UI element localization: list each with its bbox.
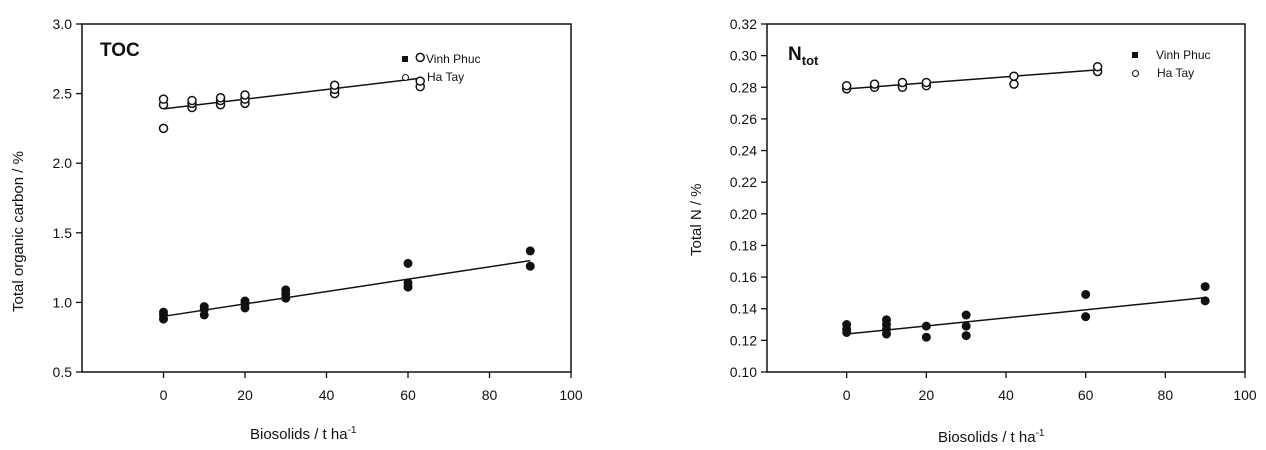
trendline-ha-tay [846, 69, 1098, 90]
y-tick-label: 0.16 [730, 269, 757, 285]
data-point-vinh-phuc [882, 315, 891, 325]
legend-item-ha-tay: Ha Tay [402, 68, 481, 86]
x-tick-label: 80 [1158, 387, 1174, 403]
data-point-vinh-phuc [921, 332, 931, 342]
x-tick-label: 60 [400, 387, 416, 403]
legend-label: Ha Tay [427, 70, 465, 84]
filled-circle-marker-icon [402, 56, 408, 62]
y-tick-label: 0.26 [730, 111, 757, 127]
open-circle-marker-icon [1132, 69, 1139, 77]
data-point-ha-tay [329, 80, 340, 90]
y-tick-label: 0.30 [730, 48, 757, 64]
y-tick-label: 0.32 [730, 16, 757, 32]
legend-item-vinh-phuc: Vinh Phuc [402, 50, 481, 68]
x-tick-label: 60 [1078, 387, 1094, 403]
total-n-y-axis-label: Total N / % [688, 183, 705, 256]
y-tick-label: 2.0 [53, 155, 73, 171]
data-point-ha-tay [1009, 71, 1019, 81]
toc-legend: Vinh Phuc Ha Tay [402, 50, 481, 86]
x-tick-label: 20 [237, 387, 253, 403]
data-point-ha-tay [1092, 61, 1103, 72]
data-point-ha-tay [158, 123, 169, 134]
data-point-vinh-phuc [921, 321, 931, 331]
data-point-ha-tay [897, 77, 908, 88]
data-point-ha-tay [415, 52, 425, 63]
x-tick-label: 0 [843, 387, 851, 403]
x-tick-label: 40 [319, 387, 335, 403]
data-point-ha-tay [1009, 79, 1019, 89]
y-tick-label: 3.0 [53, 16, 73, 32]
data-point-vinh-phuc [1081, 289, 1091, 299]
total-n-chart-panel: 0.10 0.12 0.14 0.16 0.18 0.20 0.22 0.24 0.26 0.28… [640, 0, 1266, 450]
legend-label: Ha Tay [1157, 66, 1195, 80]
data-point-vinh-phuc [281, 285, 291, 295]
trendline-vinh-phuc [163, 259, 531, 318]
data-point-ha-tay [921, 77, 932, 88]
data-point-vinh-phuc [1200, 296, 1210, 306]
trendline-ha-tay [163, 77, 421, 110]
y-tick-label: 0.12 [730, 332, 757, 348]
data-point-ha-tay [415, 76, 425, 86]
y-tick-label: 0.18 [730, 237, 757, 253]
y-tick-label: 1.0 [53, 294, 73, 310]
data-point-vinh-phuc [403, 278, 413, 288]
y-tick-label: 0.14 [730, 301, 757, 317]
legend-item-vinh-phuc: Vinh Phuc [1132, 46, 1211, 64]
toc-chart: 0.5 1.0 1.5 2.0 2.5 3.0 0 20 40 60 80 100 [53, 16, 583, 403]
y-tick-label: 0.20 [730, 206, 757, 222]
data-point-vinh-phuc [842, 320, 852, 330]
total-n-chart: 0.10 0.12 0.14 0.16 0.18 0.20 0.22 0.24 0.26 0.28… [730, 16, 1257, 403]
data-point-ha-tay [240, 90, 250, 100]
data-point-vinh-phuc [961, 331, 971, 341]
y-tick-label: 2.5 [53, 86, 73, 102]
data-point-vinh-phuc [961, 321, 971, 331]
open-circle-marker-icon [402, 73, 409, 81]
data-point-vinh-phuc [403, 258, 413, 268]
toc-y-axis-label: Total organic carbon / % [10, 151, 27, 312]
x-tick-label: 40 [998, 387, 1014, 403]
y-tick-label: 0.28 [730, 79, 757, 95]
y-tick-label: 0.24 [730, 143, 757, 159]
x-tick-label: 80 [482, 387, 498, 403]
legend-label: Vinh Phuc [426, 52, 481, 66]
data-point-vinh-phuc [525, 261, 535, 271]
data-point-ha-tay [215, 93, 226, 103]
data-point-vinh-phuc [1081, 312, 1091, 322]
data-point-ha-tay [869, 79, 880, 89]
plot-frame [81, 23, 572, 373]
total-n-legend: Vinh Phuc Ha Tay [1132, 46, 1211, 82]
data-point-vinh-phuc [525, 246, 535, 256]
y-tick-label: 0.5 [53, 364, 73, 380]
toc-chart-title: TOC [100, 40, 140, 61]
data-point-ha-tay [158, 94, 169, 104]
x-tick-label: 100 [1233, 387, 1257, 403]
total-n-chart-title: Ntot [788, 44, 819, 68]
data-point-vinh-phuc [961, 310, 971, 320]
data-point-vinh-phuc [240, 296, 250, 306]
data-point-vinh-phuc [199, 302, 209, 312]
total-n-x-axis-label: Biosolids / t ha-1 [938, 428, 1045, 446]
legend-label: Vinh Phuc [1156, 48, 1211, 62]
toc-x-axis-label: Biosolids / t ha-1 [250, 425, 357, 443]
filled-circle-marker-icon [1132, 52, 1138, 58]
x-tick-label: 100 [559, 387, 583, 403]
y-tick-label: 0.10 [730, 364, 757, 380]
data-point-ha-tay [841, 80, 852, 91]
toc-chart-panel: 0.5 1.0 1.5 2.0 2.5 3.0 0 20 40 60 80 100 TOC Vinh … [0, 0, 620, 450]
y-tick-label: 0.22 [730, 174, 757, 190]
x-tick-label: 0 [160, 387, 168, 403]
data-point-vinh-phuc [1200, 282, 1210, 292]
x-tick-label: 20 [919, 387, 935, 403]
data-point-vinh-phuc [159, 307, 168, 317]
y-tick-label: 1.5 [53, 225, 73, 241]
data-point-ha-tay [187, 95, 197, 106]
legend-item-ha-tay: Ha Tay [1132, 64, 1211, 82]
trendline-vinh-phuc [846, 296, 1206, 335]
